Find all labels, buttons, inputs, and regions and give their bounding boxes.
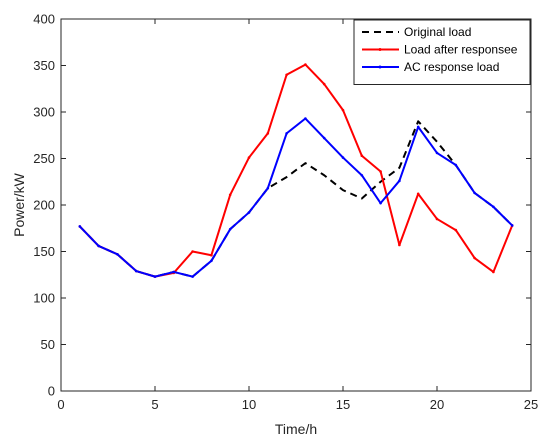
series-3-point — [492, 205, 495, 209]
series-line-3 — [79, 117, 513, 278]
series-2-point — [210, 253, 213, 257]
series-2-point — [266, 132, 270, 135]
y-tick-label: 250 — [33, 151, 55, 166]
series-2-point — [435, 217, 439, 221]
series-3-point — [97, 244, 100, 248]
legend-box — [353, 19, 531, 85]
series-3-point — [435, 151, 439, 155]
series-3-point — [285, 132, 288, 135]
series-3-point — [210, 259, 213, 263]
y-tick-label: 50 — [41, 337, 55, 352]
series-2-point — [304, 63, 307, 66]
y-tick-label: 400 — [33, 12, 55, 27]
x-tick-label: 10 — [242, 397, 256, 412]
y-tick-label: 150 — [33, 244, 55, 259]
series-2-point — [247, 156, 251, 159]
series-3-point — [473, 191, 476, 195]
series-2-point — [322, 82, 326, 86]
legend-label-3: AC response load — [404, 60, 499, 74]
y-axis-title: Power/kW — [11, 172, 27, 237]
series-2-point — [454, 228, 458, 232]
series-2-point — [341, 108, 345, 112]
series-3-point — [416, 125, 420, 129]
series-3-point — [322, 136, 326, 140]
series-2-point — [191, 250, 194, 253]
series-3-point — [172, 270, 176, 274]
legend-label-1: Original load — [404, 25, 471, 39]
legend-marker-2 — [378, 48, 382, 51]
series-3-point — [379, 201, 382, 205]
series-2-point — [398, 243, 401, 247]
series-3-point — [454, 163, 458, 167]
y-tick-label: 200 — [33, 198, 55, 213]
series-3-point — [266, 186, 270, 190]
series-2-point — [360, 154, 364, 158]
series-2-point — [285, 73, 288, 77]
x-tick-label: 15 — [336, 397, 350, 412]
y-tick-label: 100 — [33, 291, 55, 306]
series-3-point — [228, 227, 232, 231]
series-3-point — [398, 179, 401, 183]
series-3-point — [191, 275, 194, 278]
series-2-point — [492, 270, 495, 274]
series-3-point — [360, 173, 364, 177]
series-layer — [78, 63, 514, 278]
series-2-point — [379, 170, 382, 173]
series-2-point — [416, 192, 420, 196]
y-tick-label: 0 — [48, 384, 55, 399]
x-tick-label: 0 — [57, 397, 64, 412]
x-tick-label: 5 — [151, 397, 158, 412]
series-3-point — [304, 117, 307, 120]
series-3-point — [116, 252, 119, 256]
x-axis-title: Time/h — [275, 421, 317, 437]
legend-label-2: Load after responsee — [404, 43, 518, 57]
y-tick-label: 350 — [33, 58, 55, 73]
y-tick-label: 300 — [33, 105, 55, 120]
x-tick-label: 20 — [430, 397, 444, 412]
series-2-point — [228, 193, 232, 197]
series-3-point — [78, 225, 82, 228]
x-tick-label: 25 — [524, 397, 538, 412]
legend: Original load Load after responsee AC resp… — [353, 19, 531, 85]
legend-marker-3 — [378, 65, 382, 69]
series-3-point — [341, 156, 345, 159]
series-3-point — [134, 269, 138, 273]
series-2-point — [473, 256, 476, 260]
series-3-point — [247, 211, 251, 214]
series-3-point — [153, 275, 157, 278]
series-3-point — [510, 224, 514, 227]
